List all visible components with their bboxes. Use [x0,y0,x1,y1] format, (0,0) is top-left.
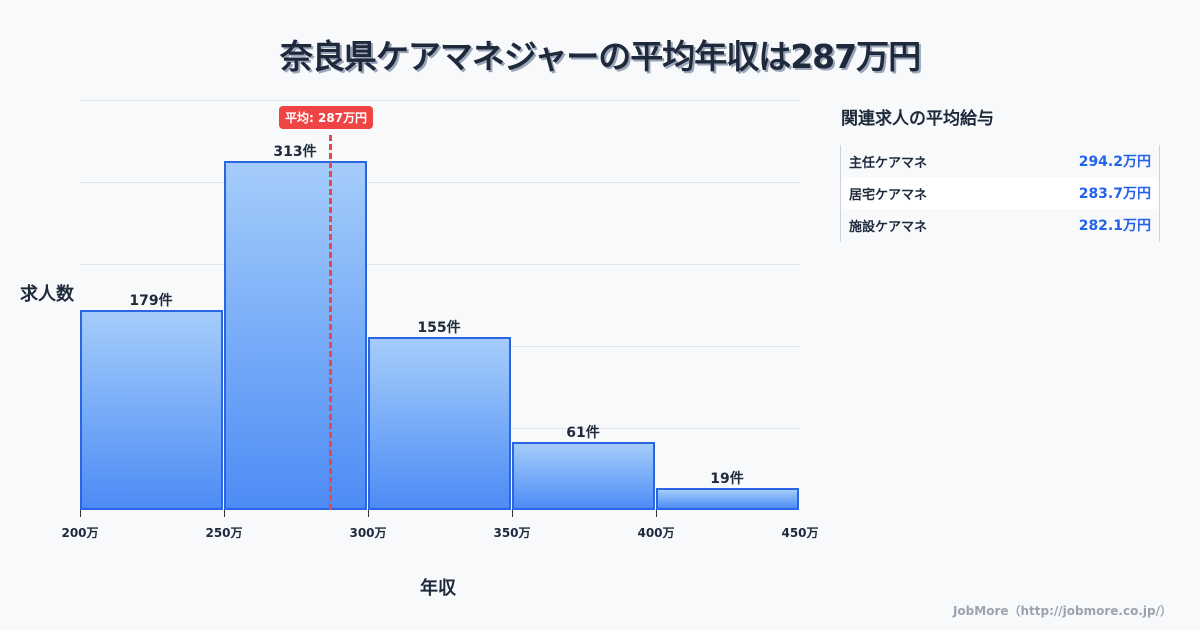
histogram-bar [80,310,223,510]
histogram-plot: 179件 313件 155件 61件 19件 平均: 287万円 [80,100,800,510]
average-badge: 平均: 287万円 [279,106,374,129]
job-name: 主任ケアマネ [849,155,928,171]
source-credit: JobMore（http://jobmore.co.jp/） [952,604,1172,618]
histogram-bar [224,161,367,510]
y-axis-label: 求人数 [20,284,74,305]
x-tick-label: 400万 [637,526,675,540]
gridline [80,264,800,265]
bar-value-label: 313件 [273,144,317,160]
bar-value-label: 155件 [417,320,461,336]
x-tick [512,510,513,517]
job-name: 居宅ケアマネ [849,187,928,203]
histogram-bar [656,488,799,510]
x-tick-label: 300万 [349,526,387,540]
x-axis: 200万 250万 300万 350万 400万 450万 [61,510,819,540]
related-salary-row: 主任ケアマネ 294.2万円 [841,145,1159,177]
average-line [329,135,332,510]
job-salary: 283.7万円 [1078,186,1151,202]
x-tick-label: 350万 [493,526,531,540]
x-tick [368,510,369,517]
x-tick [224,510,225,517]
job-name: 施設ケアマネ [849,219,928,235]
gridline [80,182,800,183]
related-salary-row: 居宅ケアマネ 283.7万円 [841,177,1159,209]
related-salary-title: 関連求人の平均給与 [841,109,994,129]
x-axis-label: 年収 [420,578,456,599]
x-tick [656,510,657,517]
histogram-bar [512,442,655,510]
bar-value-label: 179件 [129,293,173,309]
job-salary: 294.2万円 [1078,154,1151,170]
bar-value-label: 61件 [566,425,600,441]
related-salary-row: 施設ケアマネ 282.1万円 [841,209,1159,241]
x-tick-label: 250万 [205,526,243,540]
x-tick-label: 450万 [781,526,819,540]
x-tick [80,510,81,517]
bar-value-label: 19件 [710,471,744,487]
x-tick-label: 200万 [61,526,99,540]
gridline [80,100,800,101]
job-salary: 282.1万円 [1078,218,1151,234]
histogram-bar [368,337,511,510]
related-salary-table: 主任ケアマネ 294.2万円 居宅ケアマネ 283.7万円 施設ケアマネ 282… [840,145,1160,242]
page-title: 奈良県ケアマネジャーの平均年収は287万円 [279,37,921,76]
